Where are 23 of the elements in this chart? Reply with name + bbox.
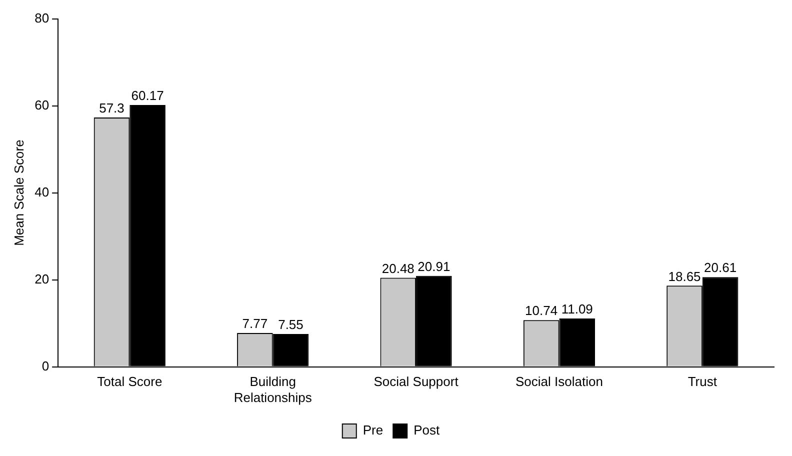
y-axis-title: Mean Scale Score: [11, 140, 26, 246]
data-label: 11.09: [561, 302, 593, 317]
x-tick-label: Social Support: [374, 374, 459, 390]
data-label: 20.48: [382, 260, 414, 276]
data-label: 7.77: [242, 316, 268, 332]
data-label: 57.3: [99, 100, 124, 116]
y-tick-label: 60: [34, 97, 50, 112]
x-tick-label: Trust: [688, 374, 718, 390]
legend-label: Post: [414, 422, 440, 438]
legend-label: Pre: [362, 422, 384, 438]
data-label: 20.91: [418, 258, 450, 274]
x-tick-label: Building Relationships: [234, 374, 312, 405]
data-label: 20.61: [704, 260, 737, 276]
y-tick-label: 20: [34, 271, 50, 286]
data-label: 60.17: [131, 88, 164, 104]
data-label: 7.55: [278, 317, 304, 332]
x-tick-label: Social Isolation: [515, 374, 603, 390]
y-tick-label: 0: [42, 358, 50, 374]
y-tick-label: 80: [34, 10, 50, 26]
data-label: 10.74: [525, 303, 558, 318]
x-tick-label: Total Score: [97, 374, 162, 390]
data-label: 18.65: [668, 268, 701, 284]
y-tick-label: 40: [34, 184, 50, 200]
